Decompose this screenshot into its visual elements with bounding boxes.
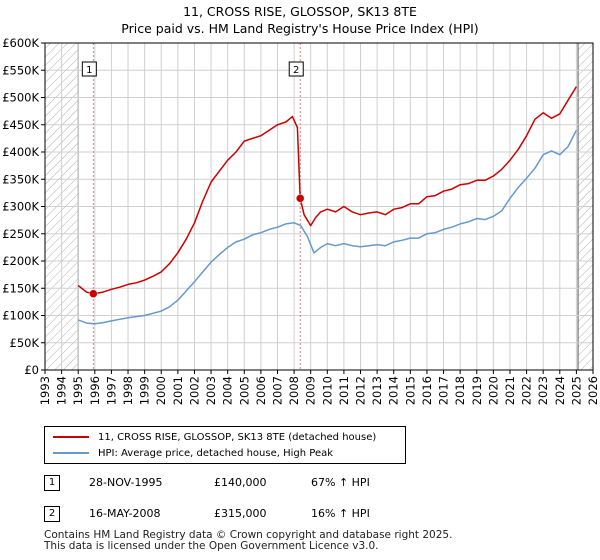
x-tick-label-2013: 2013 — [370, 376, 384, 405]
x-tick-label-2022: 2022 — [520, 376, 534, 405]
axes: £0 £50K £100K £150K £200K £250K £300K £350K £400… — [2, 36, 600, 405]
legend-label-property: 11, CROSS RISE, GLOSSOP, SK13 8TE (detac… — [98, 431, 377, 443]
x-tick-label-2011: 2011 — [337, 376, 351, 405]
chart-title: 11, CROSS RISE, GLOSSOP, SK13 8TE Price … — [0, 3, 600, 37]
x-tick-label-1995: 1995 — [71, 376, 85, 405]
y-tick-label-250000: £250K — [2, 227, 39, 241]
legend-swatch-property — [53, 436, 89, 438]
x-tick-label-2021: 2021 — [503, 376, 517, 405]
y-tick-label-100000: £100K — [2, 309, 39, 323]
transaction-2-hpi-change: 16% ↑ HPI — [311, 507, 370, 520]
y-tick-label-550000: £550K — [2, 63, 39, 77]
x-tick-label-2010: 2010 — [320, 376, 334, 405]
x-tick-label-1999: 1999 — [138, 376, 152, 405]
y-tick-label-600000: £600K — [2, 36, 39, 50]
y-tick-label-500000: £500K — [2, 91, 39, 105]
transaction-1-marker: 1 — [44, 475, 60, 491]
sale-point-1 — [89, 289, 98, 298]
x-tick-label-2014: 2014 — [387, 376, 401, 405]
x-tick-label-1993: 1993 — [38, 376, 52, 405]
sale-point-2 — [295, 194, 305, 203]
x-tick-label-2025: 2025 — [569, 376, 583, 405]
x-tick-label-2023: 2023 — [536, 376, 550, 405]
x-tick-label-2003: 2003 — [204, 376, 218, 405]
transaction-2-price: £315,000 — [214, 507, 267, 520]
series-line-hpi — [77, 129, 578, 325]
x-tick-label-1997: 1997 — [104, 376, 118, 405]
x-tick-label-1996: 1996 — [88, 376, 102, 405]
transaction-1-price: £140,000 — [214, 476, 267, 489]
x-tick-label-2009: 2009 — [304, 376, 318, 405]
x-tick-label-2017: 2017 — [437, 376, 451, 405]
legend-label-hpi: HPI: Average price, detached house, High… — [98, 447, 334, 459]
y-tick-label-0: £0 — [24, 363, 39, 377]
series-lines — [77, 86, 578, 325]
legend-item-hpi: HPI: Average price, detached house, High… — [53, 446, 333, 460]
x-tick-label-2015: 2015 — [403, 376, 417, 405]
series-line-property — [77, 86, 578, 295]
sale-vlines — [92, 43, 301, 370]
y-tick-label-50000: £50K — [10, 336, 40, 350]
gridlines — [44, 42, 594, 371]
sale-label-box-1 — [81, 61, 97, 77]
transaction-2-marker: 2 — [44, 506, 60, 522]
x-tick-label-2001: 2001 — [171, 376, 185, 405]
transaction-1-date: 28-NOV-1995 — [89, 476, 163, 489]
sale-label-1: 1 — [86, 65, 92, 76]
transaction-1-hpi-change: 67% ↑ HPI — [311, 476, 370, 489]
y-tick-label-450000: £450K — [2, 118, 39, 132]
sale-label-2: 2 — [293, 65, 299, 76]
x-tick-label-2008: 2008 — [287, 376, 301, 405]
y-tick-label-400000: £400K — [2, 145, 39, 159]
x-tick-label-2024: 2024 — [553, 376, 567, 405]
title-line-2: Price paid vs. HM Land Registry's House … — [121, 21, 479, 36]
x-tick-label-2004: 2004 — [221, 376, 235, 405]
y-tick-label-150000: £150K — [2, 281, 39, 295]
x-tick-label-2026: 2026 — [586, 376, 600, 405]
legend-item-property: 11, CROSS RISE, GLOSSOP, SK13 8TE (detac… — [53, 430, 376, 444]
y-tick-label-200000: £200K — [2, 254, 39, 268]
footer-line-2: This data is licensed under the Open Gov… — [44, 540, 379, 552]
x-tick-label-2005: 2005 — [237, 376, 251, 405]
x-tick-label-2012: 2012 — [354, 376, 368, 405]
x-tick-label-2007: 2007 — [270, 376, 284, 405]
transaction-2-date: 16-MAY-2008 — [89, 507, 161, 520]
y-tick-label-300000: £300K — [2, 200, 39, 214]
x-tick-label-2018: 2018 — [453, 376, 467, 405]
x-tick-label-2020: 2020 — [486, 376, 500, 405]
footer-line-1: Contains HM Land Registry data © Crown c… — [44, 529, 453, 541]
x-tick-label-2006: 2006 — [254, 376, 268, 405]
sale-label-box-2 — [288, 61, 304, 77]
footer: Contains HM Land Registry data © Crown c… — [44, 530, 452, 552]
legend-swatch-hpi — [53, 452, 89, 454]
x-tick-label-2002: 2002 — [187, 376, 201, 405]
x-tick-label-1994: 1994 — [55, 376, 69, 405]
x-tick-label-2019: 2019 — [470, 376, 484, 405]
x-tick-label-1998: 1998 — [121, 376, 135, 405]
title-line-1: 11, CROSS RISE, GLOSSOP, SK13 8TE — [183, 4, 417, 19]
x-tick-label-2000: 2000 — [154, 376, 168, 405]
x-tick-label-2016: 2016 — [420, 376, 434, 405]
legend: 11, CROSS RISE, GLOSSOP, SK13 8TE (detac… — [44, 426, 406, 464]
y-tick-label-350000: £350K — [2, 172, 39, 186]
